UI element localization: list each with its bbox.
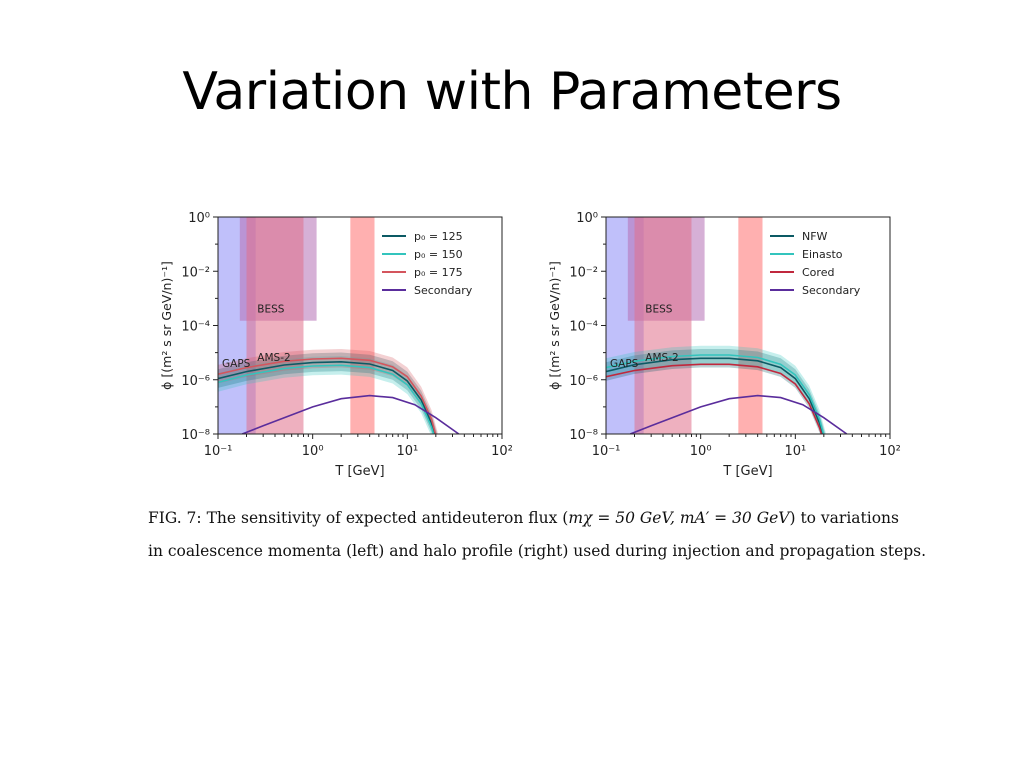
region-label-bess: BESS: [257, 304, 285, 316]
sensitivity-region-unlabeled-3: [738, 217, 763, 434]
x-tick-label: 10⁰: [302, 444, 324, 459]
flux-plot-coalescence: 10⁻¹ 10⁰ 10¹ 10² 10⁻⁸ 10⁻⁶ 10⁻⁴ 10⁻² 10⁰ T [GeV] ϕ…: [159, 211, 513, 479]
legend-entry: p₀ = 150: [414, 248, 463, 261]
y-tick-label: 10⁰: [188, 211, 210, 226]
x-tick-label: 10¹: [784, 444, 806, 459]
uncertainty-band-1: [606, 345, 826, 434]
legend-entry: Cored: [802, 266, 834, 279]
series-line-1: [606, 354, 825, 434]
x-axis-label: T [GeV]: [722, 464, 772, 479]
y-tick-label: 10⁻⁶: [181, 374, 210, 389]
region-label-gaps: GAPS: [222, 358, 251, 370]
y-tick-label: 10⁻⁸: [181, 428, 210, 443]
legend-entry: Secondary: [414, 284, 473, 297]
region-label-ams-2: AMS-2: [645, 352, 678, 364]
flux-plot-halo-profile: 10⁻¹ 10⁰ 10¹ 10² 10⁻⁸ 10⁻⁶ 10⁻⁴ 10⁻² 10⁰ T [GeV] ϕ…: [547, 211, 901, 479]
region-label-gaps: GAPS: [610, 358, 639, 370]
y-axis-label: ϕ [(m² s sr GeV/n)⁻¹]: [547, 261, 562, 390]
region-label-ams-2: AMS-2: [257, 352, 290, 364]
y-tick-label: 10⁻²: [569, 265, 598, 280]
series-line-0: [218, 360, 436, 434]
legend-entry: Einasto: [802, 248, 843, 261]
y-tick-label: 10⁻⁶: [569, 374, 598, 389]
y-tick-label: 10⁻⁸: [569, 428, 598, 443]
x-tick-label: 10⁻¹: [592, 444, 621, 459]
legend-entry: p₀ = 175: [414, 266, 463, 279]
series-line-2: [218, 357, 437, 434]
series-line-3: [241, 394, 460, 434]
x-tick-label: 10⁰: [690, 444, 712, 459]
sensitivity-region-ams-2: [246, 217, 304, 434]
caption-math: mχ = 50 GeV, mA′ = 30 GeV: [568, 509, 790, 527]
x-axis-label: T [GeV]: [334, 464, 384, 479]
plot-area: [606, 217, 848, 434]
y-tick-label: 10⁰: [576, 211, 598, 226]
uncertainty-band-0: [218, 352, 438, 434]
y-axis-label: ϕ [(m² s sr GeV/n)⁻¹]: [159, 261, 174, 390]
x-tick-label: 10¹: [396, 444, 418, 459]
figure-caption-line-2: in coalescence momenta (left) and halo p…: [148, 542, 927, 560]
x-tick-label: 10⁻¹: [204, 444, 233, 459]
sensitivity-region-unlabeled-3: [350, 217, 375, 434]
legend-entry: NFW: [802, 230, 828, 243]
region-label-bess: BESS: [645, 304, 673, 316]
sensitivity-region-ams-2: [634, 217, 692, 434]
caption-suffix: ) to variations: [789, 509, 899, 527]
y-tick-label: 10⁻⁴: [181, 320, 210, 335]
caption-prefix: FIG. 7: The sensitivity of expected anti…: [148, 509, 569, 527]
legend-entry: Secondary: [802, 284, 861, 297]
series-line-3: [629, 394, 848, 434]
slide-title: Variation with Parameters: [182, 62, 842, 122]
series-line-2: [606, 363, 823, 434]
legend-entry: p₀ = 125: [414, 230, 463, 243]
uncertainty-band-1: [218, 356, 437, 434]
x-tick-label: 10²: [491, 444, 513, 459]
y-tick-label: 10⁻²: [181, 265, 210, 280]
x-tick-label: 10²: [879, 444, 901, 459]
figure-caption-line-1: FIG. 7: The sensitivity of expected anti…: [148, 509, 918, 527]
series-line-0: [606, 357, 824, 434]
y-tick-label: 10⁻⁴: [569, 320, 598, 335]
plot-area: [218, 217, 460, 434]
